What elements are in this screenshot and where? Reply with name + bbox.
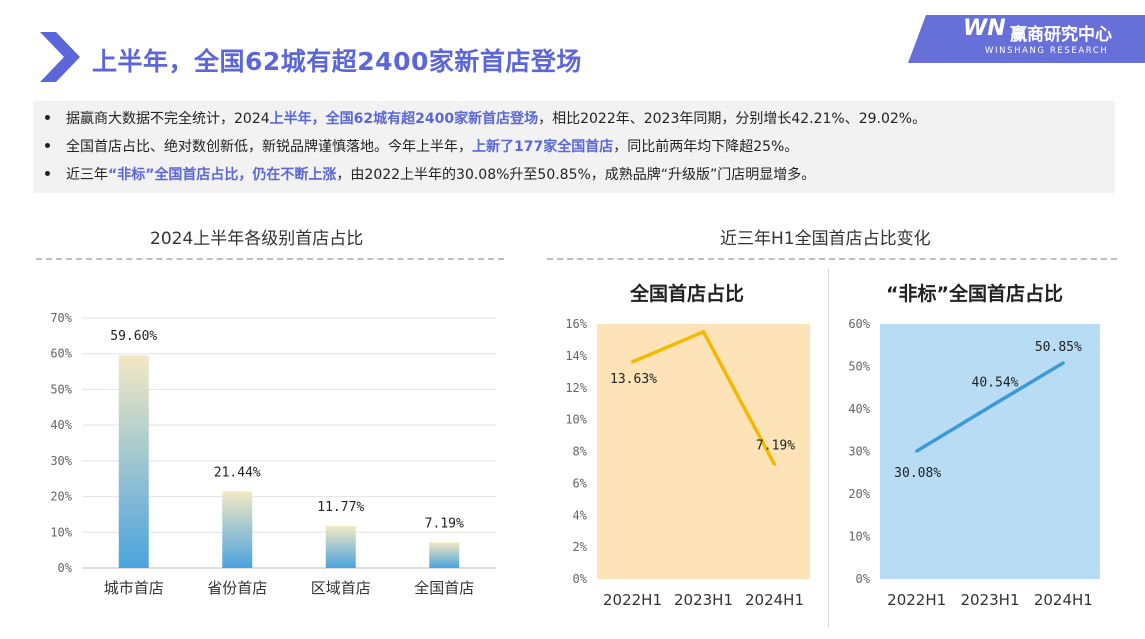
data-point [702,330,705,334]
y-tick-label: 20% [50,490,72,504]
brand-logo: WN [963,16,1006,41]
bullet-icon [45,142,50,148]
title-chevron-icon [40,32,80,82]
bullet-icon [45,114,50,120]
data-value-label: 40.54% [972,376,1019,391]
y-tick-label: 0% [573,572,588,586]
y-tick-label: 50% [848,360,870,374]
summary-box: 据赢商大数据不完全统计，2024上半年，全国62城有超2400家新首店登场，相比… [33,101,1115,193]
y-tick-label: 0% [856,572,871,586]
brand-name: 赢商研究中心 [1010,25,1112,45]
summary-highlight: 上新了177家全国首店 [472,139,614,155]
y-tick-label: 2% [573,540,588,554]
data-value-label: 13.63% [610,372,657,387]
left-section-title: 2024上半年各级别首店占比 [150,229,364,249]
brand-banner [908,15,1145,63]
plot-background [597,324,810,579]
summary-item: 据赢商大数据不完全统计，2024上半年，全国62城有超2400家新首店登场，相比… [45,108,926,128]
x-category-label: 2023H1 [674,591,733,609]
line-chart-1-title: 全国首店占比 [630,283,745,305]
line-chart-nonstandard-first-store: 0% 10% 20% 30% 40% 50% 60% 30.08% 2022H1 40.54% 20… [848,317,1100,609]
x-category-label: 2024H1 [1034,591,1093,609]
y-tick-label: 50% [50,382,72,396]
y-tick-label: 60% [848,317,870,331]
bullet-icon [45,170,50,176]
y-tick-label: 4% [573,508,588,522]
y-tick-label: 0% [58,561,73,575]
summary-text: 据赢商大数据不完全统计，2024 [66,111,270,127]
y-tick-label: 10% [565,413,587,427]
x-category-label: 2023H1 [961,591,1020,609]
summary-item: 近三年“非标”全国首店占比，仍在不断上涨，由2022上半年的30.08%升至50… [45,164,815,184]
y-tick-label: 14% [565,349,587,363]
bar [429,542,460,568]
x-category-label: 区域首店 [311,579,371,597]
bar-value-label: 7.19% [425,516,464,531]
data-value-label: 15.51% [683,310,730,311]
bar [325,525,356,568]
line-chart-2-title: “非标”全国首店占比 [886,283,1063,305]
y-tick-label: 70% [50,311,72,325]
summary-highlight: “非标”全国首店占比，仍在不断上涨 [108,167,337,183]
x-category-label: 全国首店 [414,579,474,597]
line-chart-national-first-store: 0% 2% 4% 6% 8% 10% 12% 14% 16% 13.63% 2022H1 15.51%… [565,310,810,609]
bar [222,491,253,568]
left-section-divider [36,258,504,260]
y-tick-label: 12% [565,381,587,395]
y-tick-label: 10% [50,525,72,539]
y-tick-label: 6% [573,476,588,490]
data-point [1061,361,1065,365]
y-tick-label: 60% [50,347,72,361]
bar-value-label: 59.60% [110,329,157,344]
summary-highlight: 上半年，全国62城有超2400家新首店登场 [269,111,539,127]
summary-text: 全国首店占比、绝对数创新低，新锐品牌谨慎落地。今年上半年， [66,139,472,155]
y-tick-label: 10% [848,530,870,544]
summary-text: ，相比2022年、2023年同期，分别增长42.21%、29.02%。 [538,111,927,127]
summary-text: ，由2022上半年的30.08%升至50.85%，成熟品牌“升级版”门店明显增多… [336,167,816,183]
data-point [915,449,919,453]
x-category-label: 2024H1 [745,591,804,609]
bar-value-label: 11.77% [317,500,364,515]
bar-chart: 0% 10% 20% 30% 40% 50% 60% 70% 59.60% 城市首店 21.44% 省… [50,311,496,597]
summary-text: 近三年 [66,167,108,183]
data-point [631,360,634,364]
y-tick-label: 30% [848,445,870,459]
x-category-label: 省份首店 [207,579,267,597]
data-point [988,405,992,409]
data-point [773,462,776,466]
summary-item: 全国首店占比、绝对数创新低，新锐品牌谨慎落地。今年上半年，上新了177家全国首店… [45,136,798,156]
bar-value-label: 21.44% [214,465,261,480]
data-value-label: 50.85% [1035,340,1082,355]
right-section-title: 近三年H1全国首店占比变化 [720,229,931,249]
y-tick-label: 30% [50,454,72,468]
brand-english-name: WINSHANG RESEARCH [985,46,1109,56]
y-tick-label: 20% [848,487,870,501]
x-category-label: 城市首店 [104,579,164,597]
x-category-label: 2022H1 [603,591,662,609]
plot-background [880,324,1100,579]
right-charts-divider [828,268,829,628]
y-tick-label: 40% [848,402,870,416]
right-section-divider [547,258,1117,260]
y-tick-label: 40% [50,418,72,432]
summary-text: ，同比前两年均下降超25%。 [613,139,799,155]
data-value-label: 7.19% [756,438,795,453]
bar [118,355,149,568]
page-title: 上半年，全国62城有超2400家新首店登场 [92,47,582,76]
data-value-label: 30.08% [894,466,941,481]
y-tick-label: 8% [573,445,588,459]
x-category-label: 2022H1 [887,591,946,609]
y-tick-label: 16% [565,317,587,331]
